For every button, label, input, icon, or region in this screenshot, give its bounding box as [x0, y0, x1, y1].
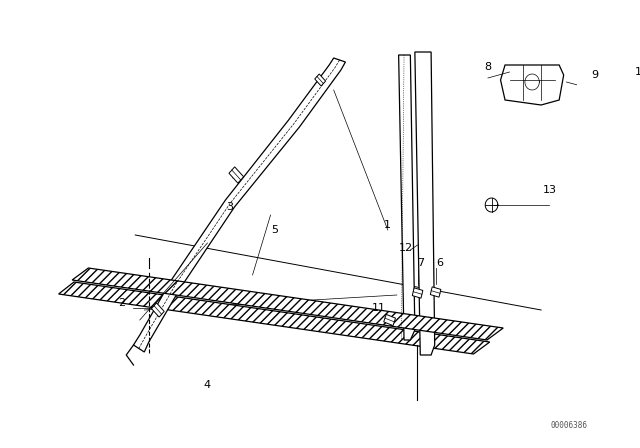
Text: 9: 9 [591, 70, 599, 80]
Polygon shape [500, 65, 564, 105]
Text: 10: 10 [635, 67, 640, 77]
Polygon shape [59, 282, 490, 354]
Text: 5: 5 [271, 225, 278, 235]
Text: 1: 1 [384, 220, 391, 230]
Polygon shape [134, 58, 346, 352]
Polygon shape [229, 167, 244, 183]
Text: 4: 4 [204, 380, 211, 390]
Polygon shape [430, 287, 441, 297]
Text: 00006386: 00006386 [550, 421, 587, 430]
Text: 11: 11 [372, 303, 386, 313]
Text: 7: 7 [417, 258, 424, 268]
Text: 13: 13 [543, 185, 557, 195]
Text: 3: 3 [227, 202, 234, 212]
Text: 12: 12 [399, 243, 413, 253]
Polygon shape [415, 52, 435, 355]
Polygon shape [412, 288, 423, 298]
Text: 8: 8 [484, 62, 492, 72]
Polygon shape [72, 268, 503, 340]
Polygon shape [315, 74, 326, 86]
Polygon shape [152, 303, 164, 317]
Polygon shape [399, 55, 415, 340]
Text: 6: 6 [436, 258, 444, 268]
Polygon shape [384, 314, 396, 326]
Text: 2: 2 [118, 298, 125, 308]
